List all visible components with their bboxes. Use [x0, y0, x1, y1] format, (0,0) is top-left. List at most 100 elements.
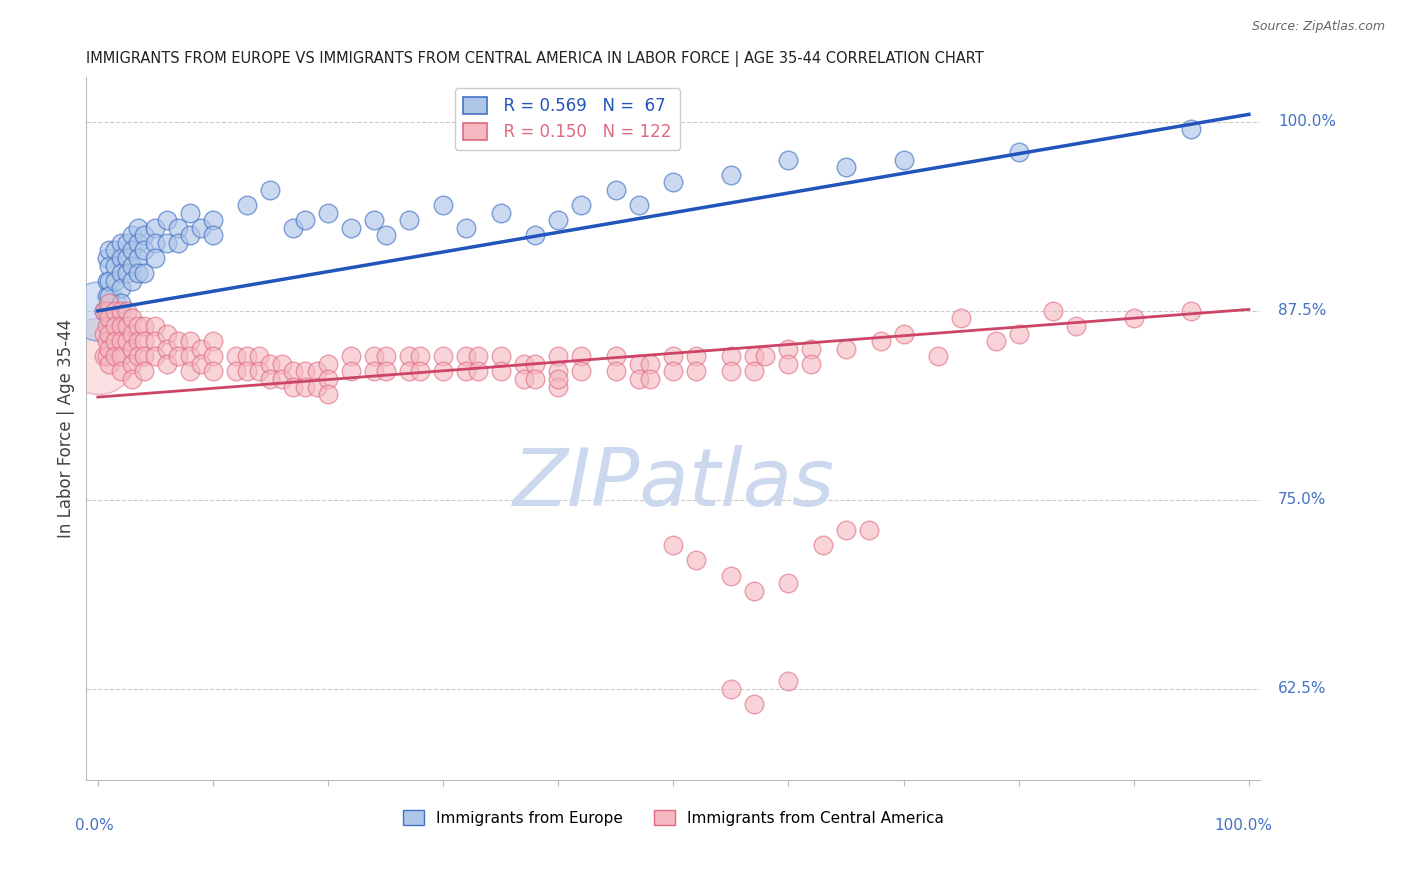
Point — [156, 357, 179, 371]
Point — [132, 364, 155, 378]
Point — [127, 349, 149, 363]
Point — [1122, 311, 1144, 326]
Point — [127, 220, 149, 235]
Point — [132, 319, 155, 334]
Point — [98, 289, 121, 303]
Point — [720, 349, 742, 363]
Point — [316, 357, 339, 371]
Point — [98, 357, 121, 371]
Point — [115, 319, 138, 334]
Point — [893, 153, 915, 167]
Point — [104, 349, 127, 363]
Point — [456, 364, 478, 378]
Point — [87, 304, 110, 318]
Point — [742, 349, 765, 363]
Point — [104, 334, 127, 348]
Point — [127, 319, 149, 334]
Text: 100.0%: 100.0% — [1215, 818, 1272, 833]
Point — [115, 266, 138, 280]
Point — [778, 576, 800, 591]
Text: Source: ZipAtlas.com: Source: ZipAtlas.com — [1251, 20, 1385, 33]
Point — [190, 357, 212, 371]
Point — [294, 213, 316, 227]
Point — [547, 379, 569, 393]
Point — [742, 583, 765, 598]
Point — [569, 364, 592, 378]
Point — [778, 342, 800, 356]
Point — [156, 213, 179, 227]
Point — [104, 244, 127, 258]
Text: ZIPatlas: ZIPatlas — [512, 445, 834, 524]
Point — [398, 213, 420, 227]
Point — [363, 349, 385, 363]
Point — [811, 538, 834, 552]
Point — [96, 251, 118, 265]
Point — [467, 364, 489, 378]
Point — [1180, 122, 1202, 136]
Point — [93, 304, 115, 318]
Point — [374, 364, 396, 378]
Point — [835, 342, 858, 356]
Point — [569, 198, 592, 212]
Point — [190, 220, 212, 235]
Point — [283, 364, 305, 378]
Point — [432, 198, 454, 212]
Point — [547, 364, 569, 378]
Point — [93, 349, 115, 363]
Point — [121, 311, 143, 326]
Point — [201, 334, 224, 348]
Point — [167, 220, 190, 235]
Text: IMMIGRANTS FROM EUROPE VS IMMIGRANTS FROM CENTRAL AMERICA IN LABOR FORCE | AGE 3: IMMIGRANTS FROM EUROPE VS IMMIGRANTS FRO… — [86, 51, 984, 67]
Point — [432, 349, 454, 363]
Point — [685, 364, 707, 378]
Point — [778, 674, 800, 689]
Point — [754, 349, 776, 363]
Point — [121, 259, 143, 273]
Point — [143, 235, 166, 250]
Point — [143, 220, 166, 235]
Point — [950, 311, 973, 326]
Point — [640, 372, 662, 386]
Point — [110, 304, 132, 318]
Point — [524, 357, 547, 371]
Point — [340, 349, 363, 363]
Point — [283, 379, 305, 393]
Point — [143, 349, 166, 363]
Point — [110, 266, 132, 280]
Point — [96, 319, 118, 334]
Point — [87, 349, 110, 363]
Point — [201, 213, 224, 227]
Point — [110, 349, 132, 363]
Point — [167, 235, 190, 250]
Point — [236, 349, 259, 363]
Point — [627, 198, 650, 212]
Point — [179, 349, 201, 363]
Point — [167, 349, 190, 363]
Point — [398, 364, 420, 378]
Point — [1008, 326, 1031, 341]
Point — [524, 228, 547, 243]
Point — [627, 357, 650, 371]
Point — [179, 228, 201, 243]
Point — [316, 387, 339, 401]
Point — [835, 161, 858, 175]
Point — [605, 364, 627, 378]
Point — [121, 244, 143, 258]
Point — [605, 183, 627, 197]
Point — [225, 364, 247, 378]
Point — [512, 357, 534, 371]
Point — [893, 326, 915, 341]
Point — [156, 342, 179, 356]
Point — [167, 334, 190, 348]
Point — [201, 349, 224, 363]
Point — [104, 259, 127, 273]
Point — [127, 266, 149, 280]
Point — [236, 198, 259, 212]
Point — [340, 220, 363, 235]
Point — [96, 334, 118, 348]
Point — [115, 334, 138, 348]
Point — [201, 228, 224, 243]
Point — [247, 349, 270, 363]
Point — [110, 364, 132, 378]
Point — [132, 334, 155, 348]
